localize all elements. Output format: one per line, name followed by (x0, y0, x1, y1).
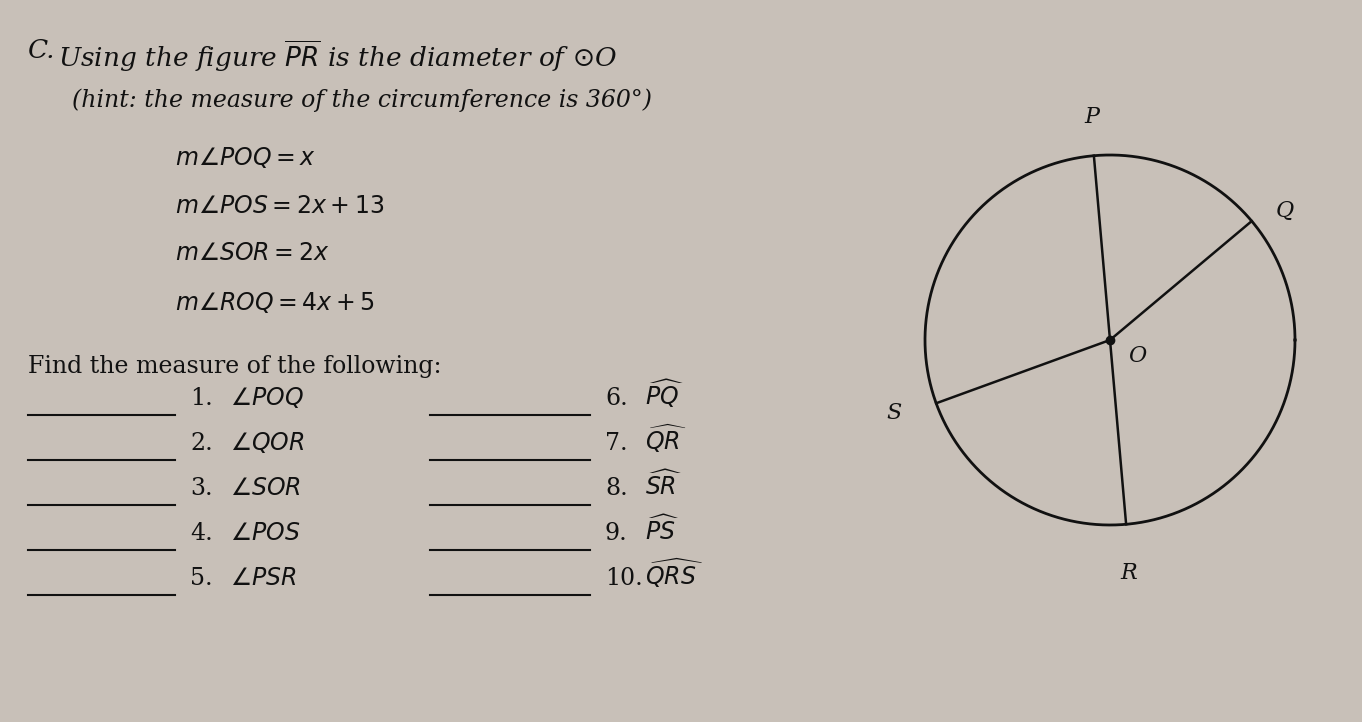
Text: 10.: 10. (605, 567, 643, 590)
Text: S: S (887, 402, 902, 424)
Text: (hint: the measure of the circumference is 360°): (hint: the measure of the circumference … (72, 88, 652, 111)
Text: Using the figure $\overline{PR}$ is the diameter of $\odot$O: Using the figure $\overline{PR}$ is the … (59, 38, 617, 74)
Text: $m\angle POQ = x$: $m\angle POQ = x$ (174, 145, 316, 170)
Text: $\widehat{PS}$: $\widehat{PS}$ (646, 516, 680, 545)
Text: 1.: 1. (191, 387, 212, 410)
Text: $\angle POQ$: $\angle POQ$ (230, 385, 304, 410)
Text: 9.: 9. (605, 522, 628, 545)
Text: 6.: 6. (605, 387, 628, 410)
Text: $\angle SOR$: $\angle SOR$ (230, 477, 301, 500)
Text: $\widehat{PQ}$: $\widehat{PQ}$ (646, 378, 684, 410)
Text: 3.: 3. (191, 477, 212, 500)
Text: $\angle QOR$: $\angle QOR$ (230, 430, 305, 455)
Text: Find the measure of the following:: Find the measure of the following: (29, 355, 441, 378)
Text: $\widehat{QRS}$: $\widehat{QRS}$ (646, 557, 704, 590)
Text: 2.: 2. (191, 432, 212, 455)
Text: $\angle POS$: $\angle POS$ (230, 522, 300, 545)
Text: 7.: 7. (605, 432, 628, 455)
Text: $\widehat{QR}$: $\widehat{QR}$ (646, 423, 686, 455)
Text: $\angle PSR$: $\angle PSR$ (230, 567, 297, 590)
Text: 5.: 5. (191, 567, 212, 590)
Text: $m\angle POS = 2x + 13$: $m\angle POS = 2x + 13$ (174, 195, 384, 218)
Text: $\widehat{SR}$: $\widehat{SR}$ (646, 471, 682, 500)
Text: O: O (1128, 345, 1147, 367)
Text: Q: Q (1276, 200, 1294, 222)
Text: R: R (1121, 562, 1137, 584)
Text: C.: C. (29, 38, 56, 63)
Text: $m\angle SOR = 2x$: $m\angle SOR = 2x$ (174, 242, 330, 265)
Text: 8.: 8. (605, 477, 628, 500)
Text: P: P (1084, 106, 1099, 128)
Text: $m\angle ROQ = 4x + 5$: $m\angle ROQ = 4x + 5$ (174, 290, 375, 315)
Text: 4.: 4. (191, 522, 212, 545)
